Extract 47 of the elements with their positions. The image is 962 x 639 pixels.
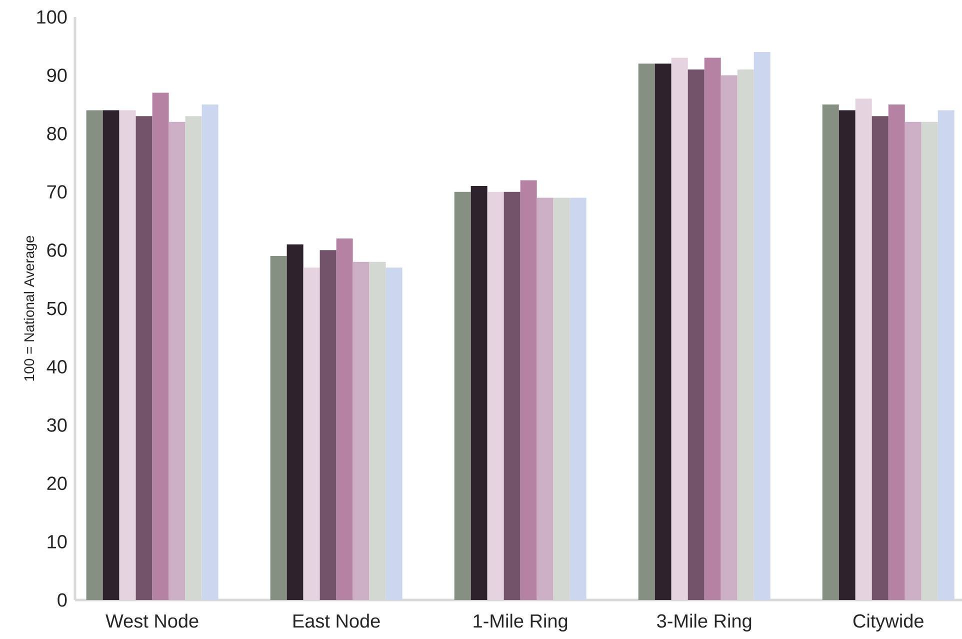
bar <box>872 116 888 600</box>
bar <box>454 192 471 600</box>
bar <box>136 116 152 600</box>
bar <box>168 122 186 600</box>
bar <box>336 238 353 600</box>
y-tick-label: 80 <box>47 126 67 140</box>
bar <box>720 75 738 600</box>
bar <box>270 256 287 600</box>
bar <box>888 104 905 600</box>
y-tick-label: 20 <box>47 476 67 490</box>
bar <box>152 92 169 600</box>
bar <box>704 58 721 600</box>
bar <box>352 262 370 600</box>
y-tick-label: 30 <box>47 418 67 432</box>
y-tick-label: 0 <box>58 593 67 607</box>
bar <box>904 122 922 600</box>
x-tick-label: East Node <box>294 614 380 628</box>
bar <box>688 69 704 600</box>
bar <box>822 104 839 600</box>
bar <box>520 180 537 600</box>
y-axis-title: 100 = National Average <box>24 236 37 381</box>
bar <box>386 268 402 600</box>
y-tick-label: 10 <box>48 534 67 548</box>
bar <box>638 64 655 600</box>
bar <box>202 104 218 600</box>
bar <box>536 198 554 600</box>
bar <box>938 110 954 600</box>
bar <box>754 52 770 600</box>
bar <box>320 250 336 600</box>
y-tick-label: 90 <box>47 68 67 82</box>
bar <box>654 64 672 600</box>
x-tick-label: 3-Mile Ring <box>657 614 752 632</box>
bar <box>838 110 856 600</box>
bar <box>570 198 586 600</box>
y-tick-label: 40 <box>46 360 67 374</box>
y-tick-label: 100 <box>37 10 67 24</box>
y-tick-label: 60 <box>47 243 67 257</box>
bar <box>470 186 488 600</box>
y-tick-label: 70 <box>47 185 67 199</box>
bar <box>86 110 103 600</box>
bar <box>504 192 520 600</box>
bar <box>286 244 304 600</box>
bar <box>102 110 120 600</box>
x-tick-label: West Node <box>106 614 198 628</box>
x-tick-label: Citywide <box>853 614 924 632</box>
y-tick-label: 50 <box>47 302 67 316</box>
x-tick-label: 1-Mile Ring <box>474 614 568 632</box>
